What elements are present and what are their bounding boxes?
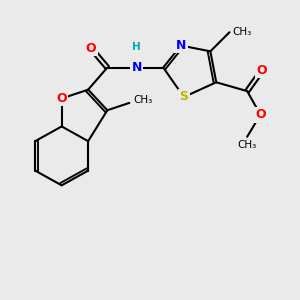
Text: CH₃: CH₃ — [232, 27, 252, 37]
Text: S: S — [179, 91, 188, 103]
Text: H: H — [132, 42, 141, 52]
Text: N: N — [176, 39, 186, 52]
Text: O: O — [256, 64, 267, 77]
Text: O: O — [255, 108, 266, 121]
Text: O: O — [56, 92, 67, 105]
Text: CH₃: CH₃ — [134, 95, 153, 105]
Text: CH₃: CH₃ — [238, 140, 257, 150]
Text: N: N — [132, 61, 142, 74]
Text: O: O — [86, 42, 96, 55]
